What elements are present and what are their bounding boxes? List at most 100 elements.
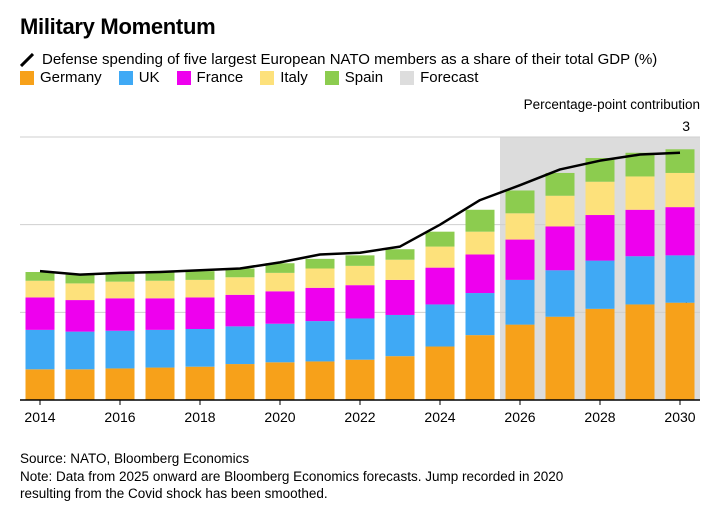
- bar-france-2019: [225, 294, 255, 327]
- bar-germany-2021: [305, 361, 335, 400]
- bar-uk-2019: [225, 326, 255, 365]
- bar-italy-2022: [345, 265, 375, 286]
- legend-label-france: France: [196, 69, 244, 86]
- legend-swatch-spain: [324, 70, 339, 85]
- bar-germany-2015: [65, 369, 95, 400]
- legend: Germany UK France Italy Spain Forecast: [20, 69, 495, 86]
- bar-france-2020: [265, 291, 295, 324]
- bar-italy-2025: [465, 231, 495, 255]
- bar-italy-2024: [425, 246, 455, 268]
- legend-label-italy: Italy: [280, 69, 308, 86]
- bar-italy-2029: [625, 176, 655, 210]
- legend-swatch-forecast: [400, 70, 415, 85]
- bar-germany-2025: [465, 335, 495, 400]
- bar-germany-2017: [145, 367, 175, 400]
- bar-germany-2029: [625, 304, 655, 400]
- bar-spain-2015: [65, 274, 95, 284]
- legend-line-label: Defense spending of five largest Europea…: [42, 51, 658, 68]
- bar-germany-2026: [505, 324, 535, 400]
- bar-italy-2015: [65, 283, 95, 301]
- bar-uk-2015: [65, 331, 95, 370]
- bar-germany-2019: [225, 364, 255, 400]
- bar-germany-2027: [545, 316, 575, 400]
- x-tick-label: 2028: [584, 409, 615, 425]
- legend-swatch-france: [176, 70, 191, 85]
- bar-italy-2014: [25, 280, 55, 298]
- bar-spain-2017: [145, 272, 175, 281]
- bar-france-2014: [25, 297, 55, 330]
- bar-spain-2019: [225, 268, 255, 278]
- bar-italy-2019: [225, 277, 255, 295]
- legend-label-germany: Germany: [40, 69, 102, 86]
- bar-uk-2027: [545, 270, 575, 317]
- bar-france-2029: [625, 209, 655, 257]
- bar-spain-2023: [385, 249, 415, 260]
- bar-france-2030: [665, 207, 695, 256]
- bar-spain-2021: [305, 258, 335, 269]
- bar-uk-2017: [145, 329, 175, 368]
- bar-germany-2023: [385, 356, 415, 400]
- bar-spain-2026: [505, 190, 535, 214]
- x-tick-label: 2026: [504, 409, 535, 425]
- bar-spain-2024: [425, 231, 455, 247]
- bar-france-2017: [145, 298, 175, 330]
- bar-spain-2022: [345, 255, 375, 266]
- bar-spain-2020: [265, 263, 295, 273]
- bar-germany-2016: [105, 368, 135, 400]
- x-tick-label: 2022: [344, 409, 375, 425]
- bar-spain-2029: [625, 152, 655, 177]
- bar-france-2018: [185, 297, 215, 329]
- legend-item-italy: Italy: [260, 69, 308, 86]
- footnote-line-1: Note: Data from 2025 onward are Bloomber…: [20, 469, 564, 484]
- y-axis-label: Percentage-point contribution: [523, 97, 700, 112]
- bar-france-2026: [505, 239, 535, 280]
- x-tick-label: 2014: [24, 409, 55, 425]
- bar-italy-2027: [545, 195, 575, 227]
- bar-france-2028: [585, 215, 615, 261]
- line-swatch-icon: [20, 52, 34, 67]
- bar-uk-2021: [305, 321, 335, 362]
- bar-france-2021: [305, 287, 335, 322]
- defense-spending-line: [39, 151, 681, 276]
- bar-france-2015: [65, 300, 95, 332]
- legend-swatch-italy: [260, 70, 275, 85]
- legend-line-entry: Defense spending of five largest Europea…: [20, 51, 657, 68]
- legend-item-uk: UK: [118, 69, 160, 86]
- bar-uk-2014: [25, 329, 55, 370]
- bar-spain-2025: [465, 209, 495, 232]
- bar-italy-2026: [505, 213, 535, 240]
- bar-germany-2022: [345, 359, 375, 400]
- bar-spain-2028: [585, 158, 615, 182]
- chart-title: Military Momentum: [20, 14, 216, 39]
- x-tick-label: 2030: [664, 409, 695, 425]
- bar-france-2024: [425, 267, 455, 305]
- bar-italy-2020: [265, 272, 295, 292]
- bar-france-2016: [105, 298, 135, 331]
- bar-germany-2018: [185, 366, 215, 400]
- bar-italy-2028: [585, 181, 615, 216]
- bar-germany-2014: [25, 369, 55, 400]
- bar-spain-2014: [25, 272, 55, 281]
- bar-italy-2017: [145, 280, 175, 299]
- bar-italy-2021: [305, 268, 335, 288]
- x-tick-label: 2024: [424, 409, 455, 425]
- bar-france-2025: [465, 254, 495, 294]
- bar-france-2023: [385, 279, 415, 315]
- bar-uk-2024: [425, 304, 455, 347]
- bar-france-2027: [545, 226, 575, 271]
- bar-germany-2020: [265, 362, 295, 400]
- bar-uk-2023: [385, 314, 415, 357]
- legend-label-spain: Spain: [344, 69, 384, 86]
- legend-item-germany: Germany: [20, 69, 102, 86]
- footnote-line-2: resulting from the Covid shock has been …: [20, 486, 328, 501]
- legend-item-france: France: [176, 69, 244, 86]
- bar-italy-2016: [105, 281, 135, 299]
- bar-spain-2027: [545, 172, 575, 196]
- y-tick-label: 3: [682, 118, 690, 134]
- bar-uk-2016: [105, 330, 135, 369]
- bar-uk-2030: [665, 255, 695, 303]
- bar-italy-2030: [665, 172, 695, 208]
- bar-france-2022: [345, 285, 375, 319]
- bar-spain-2018: [185, 271, 215, 280]
